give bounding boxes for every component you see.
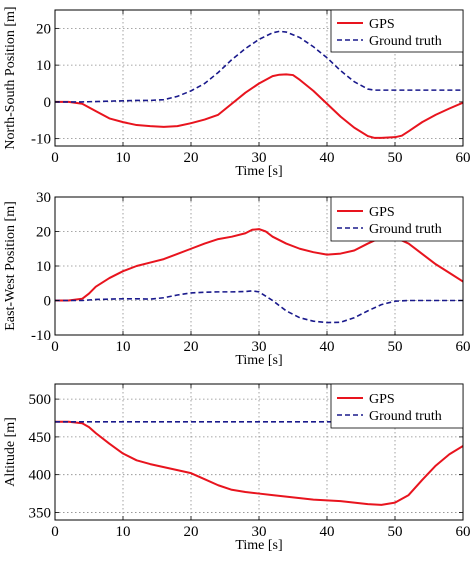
legend-label-ground-truth: Ground truth [369, 222, 442, 237]
x-tick-label: 60 [456, 150, 471, 166]
y-tick-label: 0 [44, 294, 52, 310]
x-tick-label: 10 [116, 339, 131, 355]
y-tick-label: 20 [36, 225, 51, 241]
x-tick-label: 40 [320, 524, 335, 540]
legend-label-gps: GPS [369, 17, 395, 32]
legend: GPS Ground truth [330, 383, 464, 429]
y-axis-label: Altitude [m] [3, 417, 18, 487]
x-tick-label: 60 [456, 524, 471, 540]
chart-panel-3: 0 10 20 30 40 50 60 350 400 450 500 Time [s] Altitud… [3, 383, 471, 553]
legend-box [330, 9, 464, 53]
series-line-gps [55, 420, 463, 506]
legend-label-gps: GPS [369, 392, 395, 407]
y-tick-label: 10 [36, 58, 51, 74]
x-tick-label: 20 [184, 339, 199, 355]
x-tick-label: 10 [116, 524, 131, 540]
x-tick-label: 30 [252, 150, 267, 166]
y-axis-label: East-West Position [m] [3, 201, 18, 331]
x-axis-label: Time [s] [235, 353, 282, 368]
legend: GPS Ground truth [330, 9, 464, 53]
x-tick-label: 40 [320, 339, 335, 355]
x-tick-label: 50 [388, 150, 403, 166]
x-tick-label: 20 [184, 524, 199, 540]
legend-label-gps: GPS [369, 205, 395, 220]
y-tick-label: -10 [31, 328, 51, 344]
y-tick-label: -10 [31, 132, 51, 148]
y-tick-label: 450 [29, 430, 52, 446]
legend-box [330, 196, 464, 242]
x-tick-label: 20 [184, 150, 199, 166]
x-tick-label: 30 [252, 524, 267, 540]
x-tick-label: 40 [320, 150, 335, 166]
y-tick-label: 20 [36, 21, 51, 37]
x-tick-label: 0 [51, 524, 59, 540]
y-tick-label: 500 [29, 392, 52, 408]
legend-label-ground-truth: Ground truth [369, 34, 442, 49]
legend-label-ground-truth: Ground truth [369, 409, 442, 424]
y-tick-label: 0 [44, 95, 52, 111]
series-line-ground-truth [55, 290, 463, 324]
y-tick-label: 30 [36, 190, 51, 206]
series-line-ground-truth [55, 30, 463, 103]
x-tick-label: 50 [388, 339, 403, 355]
x-axis-label: Time [s] [235, 164, 282, 179]
x-tick-label: 0 [51, 339, 59, 355]
y-tick-label: 400 [29, 468, 52, 484]
y-axis-label: North-South Position [m] [3, 6, 18, 149]
x-axis-label: Time [s] [235, 538, 282, 553]
y-tick-label: 10 [36, 259, 51, 275]
legend: GPS Ground truth [330, 196, 464, 242]
x-tick-label: 50 [388, 524, 403, 540]
x-tick-label: 10 [116, 150, 131, 166]
series-line-gps [55, 73, 463, 139]
x-tick-label: 60 [456, 339, 471, 355]
y-tick-label: 350 [29, 505, 52, 521]
x-tick-label: 30 [252, 339, 267, 355]
x-tick-label: 0 [51, 150, 59, 166]
legend-box [330, 383, 464, 429]
